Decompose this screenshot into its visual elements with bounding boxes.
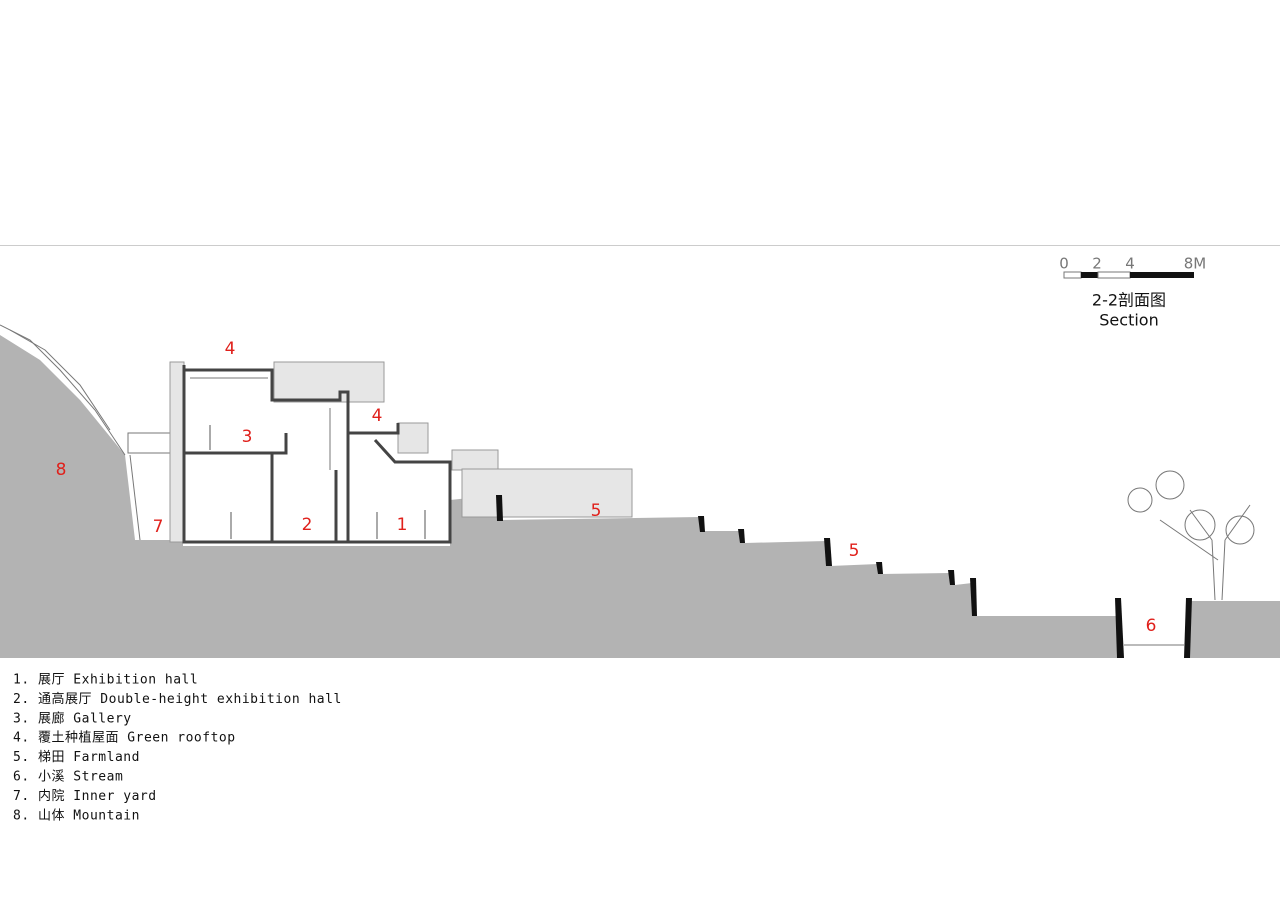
legend-item: 2. 通高展厅 Double-height exhibition hall xyxy=(13,691,342,707)
area-label: 7 xyxy=(153,517,164,537)
area-label: 5 xyxy=(591,501,602,521)
green-roof xyxy=(273,361,385,403)
area-label: 1 xyxy=(397,515,408,535)
stone-wall xyxy=(451,449,499,471)
area-label: 2 xyxy=(302,515,313,535)
legend-item: 3. 展廊 Gallery xyxy=(13,710,132,726)
stone-wall xyxy=(169,361,185,543)
yard-wall xyxy=(129,454,141,541)
area-label: 3 xyxy=(242,427,253,447)
drawing-subtitle: Section xyxy=(1099,311,1158,330)
building-slab xyxy=(373,438,452,470)
tree xyxy=(1127,470,1255,601)
building-slab xyxy=(184,451,274,542)
drawing-title: 2-2剖面图 xyxy=(1092,291,1166,310)
area-label: 6 xyxy=(1146,616,1157,636)
legend-item: 7. 内院 Inner yard xyxy=(13,788,157,804)
legend-item: 8. 山体 Mountain xyxy=(13,808,140,823)
scale-label: 2 xyxy=(1092,255,1102,273)
area-label: 5 xyxy=(849,541,860,561)
building-slab xyxy=(184,368,350,542)
scale-bar xyxy=(1063,271,1194,279)
building-slab xyxy=(348,423,400,435)
scale-label: 4 xyxy=(1125,255,1135,273)
legend-item: 6. 小溪 Stream xyxy=(13,770,123,785)
legend-item: 4. 覆土种植屋面 Green rooftop xyxy=(13,731,236,746)
legend: 1. 展厅 Exhibition hall 2. 通高展厅 Double-heig… xyxy=(13,673,342,824)
green-roof xyxy=(397,422,429,454)
area-label: 8 xyxy=(56,460,67,480)
people xyxy=(209,425,426,539)
mountain-lines xyxy=(9,329,111,431)
legend-item: 5. 梯田 Farmland xyxy=(13,750,140,765)
building-slab xyxy=(272,433,288,455)
area-label: 4 xyxy=(225,339,236,359)
terrace-wall xyxy=(461,468,633,518)
legend-item: 1. 展厅 Exhibition hall xyxy=(13,673,198,688)
scale-label: 8M xyxy=(1184,255,1207,273)
area-label: 4 xyxy=(372,406,383,426)
mountain-lines xyxy=(0,324,126,456)
ground xyxy=(0,335,1280,658)
retaining-walls xyxy=(496,495,1192,658)
scale-label: 0 xyxy=(1059,255,1069,273)
